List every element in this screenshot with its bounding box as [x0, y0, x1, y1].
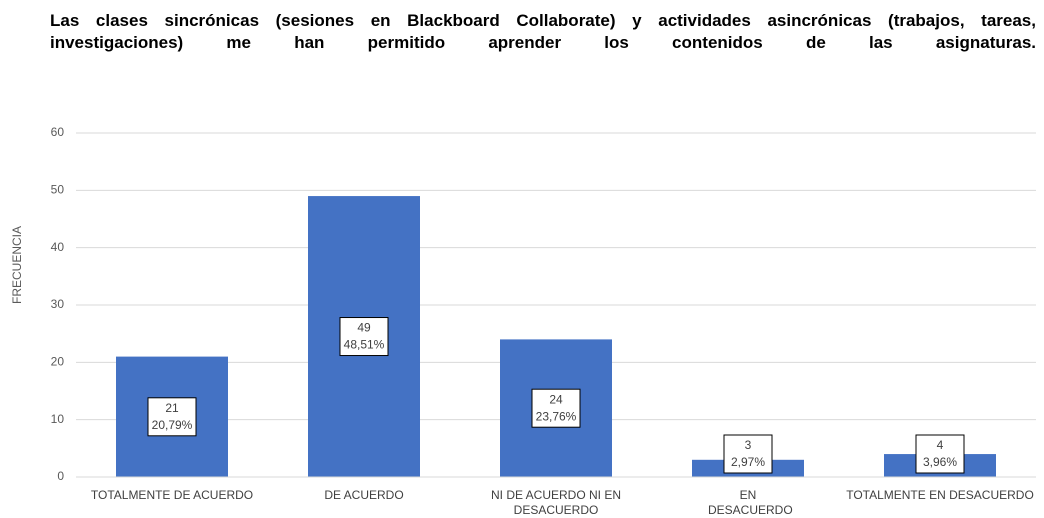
- data-label: 20,79%: [152, 418, 193, 432]
- y-tick-label: 20: [51, 355, 65, 369]
- x-tick-label: TOTALMENTE DE ACUERDO: [90, 488, 254, 502]
- data-label-box: [531, 388, 581, 428]
- y-tick-label: 0: [57, 469, 64, 483]
- x-tick-label: NI DE ACUERDO NI EN DESACUERDO: [490, 488, 622, 517]
- data-label-box: [339, 317, 389, 357]
- y-tick-label: 60: [51, 125, 65, 139]
- y-tick-label: 30: [51, 297, 65, 311]
- data-label: 49: [357, 321, 371, 335]
- data-label-box: [723, 434, 773, 474]
- y-tick-label: 40: [51, 240, 65, 254]
- x-tick-label: TOTALMENTE EN DESACUERDO: [846, 488, 1034, 502]
- data-label-box: [147, 397, 197, 437]
- data-label: 48,51%: [344, 338, 385, 352]
- data-label-box: [915, 434, 965, 474]
- y-axis-title: FRECUENCIA: [10, 226, 24, 304]
- data-label: 2,97%: [731, 455, 765, 469]
- data-label: 4: [937, 438, 944, 452]
- y-tick-label: 50: [51, 183, 65, 197]
- x-tick-label: DE ACUERDO: [324, 488, 404, 502]
- data-label: 3: [745, 438, 752, 452]
- data-label: 3,96%: [923, 455, 957, 469]
- data-label: 23,76%: [536, 409, 577, 423]
- x-tick-label: EN DESACUERDO: [708, 488, 793, 517]
- data-label: 21: [165, 401, 179, 415]
- y-tick-label: 10: [51, 412, 65, 426]
- data-label: 24: [549, 392, 563, 406]
- chart-title: Las clases sincrónicas (sesiones en Blac…: [50, 11, 1036, 52]
